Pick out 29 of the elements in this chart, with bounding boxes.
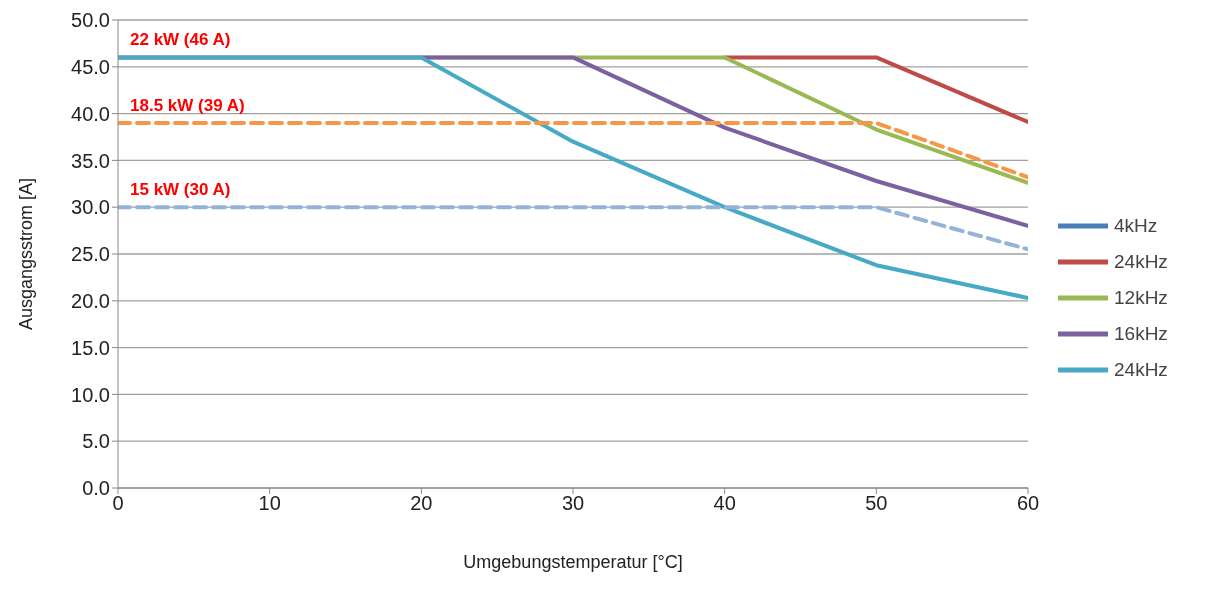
y-tick-label: 20.0 [71, 289, 110, 312]
legend-label: 24kHz [1114, 359, 1168, 381]
y-axis-title: Ausgangsstrom [A] [16, 177, 37, 331]
annotation: 15 kW (30 A) [130, 180, 231, 200]
x-axis-title: Umgebungstemperatur [°C] [463, 552, 683, 572]
y-tick-label: 25.0 [71, 243, 110, 266]
y-tick-label: 30.0 [71, 196, 110, 219]
y-tick-label: 40.0 [71, 102, 110, 125]
x-tick-label: 10 [258, 492, 281, 515]
x-tick-label: 40 [713, 492, 736, 515]
y-tick-label: 5.0 [82, 430, 110, 453]
y-tick-label: 10.0 [71, 383, 110, 406]
y-tick-label: 0.0 [82, 477, 110, 500]
y-tick-label: 15.0 [71, 336, 110, 359]
y-tick-label: 45.0 [71, 55, 110, 78]
legend-label: 4kHz [1114, 215, 1158, 237]
x-tick-label: 20 [410, 492, 433, 515]
x-tick-label: 50 [865, 492, 888, 515]
line-series [118, 55, 1028, 300]
y-tick-label: 35.0 [71, 149, 110, 172]
x-tick-label: 30 [561, 492, 585, 515]
annotation: 22 kW (46 A) [130, 30, 231, 50]
legend-label: 12kHz [1114, 287, 1168, 309]
legend-label: 24kHz [1114, 251, 1168, 273]
y-tick-label: 50.0 [71, 9, 110, 32]
legend-label: 16kHz [1114, 323, 1168, 345]
annotation: 18.5 kW (39 A) [130, 95, 245, 115]
x-tick-label: 0 [112, 492, 124, 515]
x-tick-label: 60 [1016, 492, 1040, 515]
